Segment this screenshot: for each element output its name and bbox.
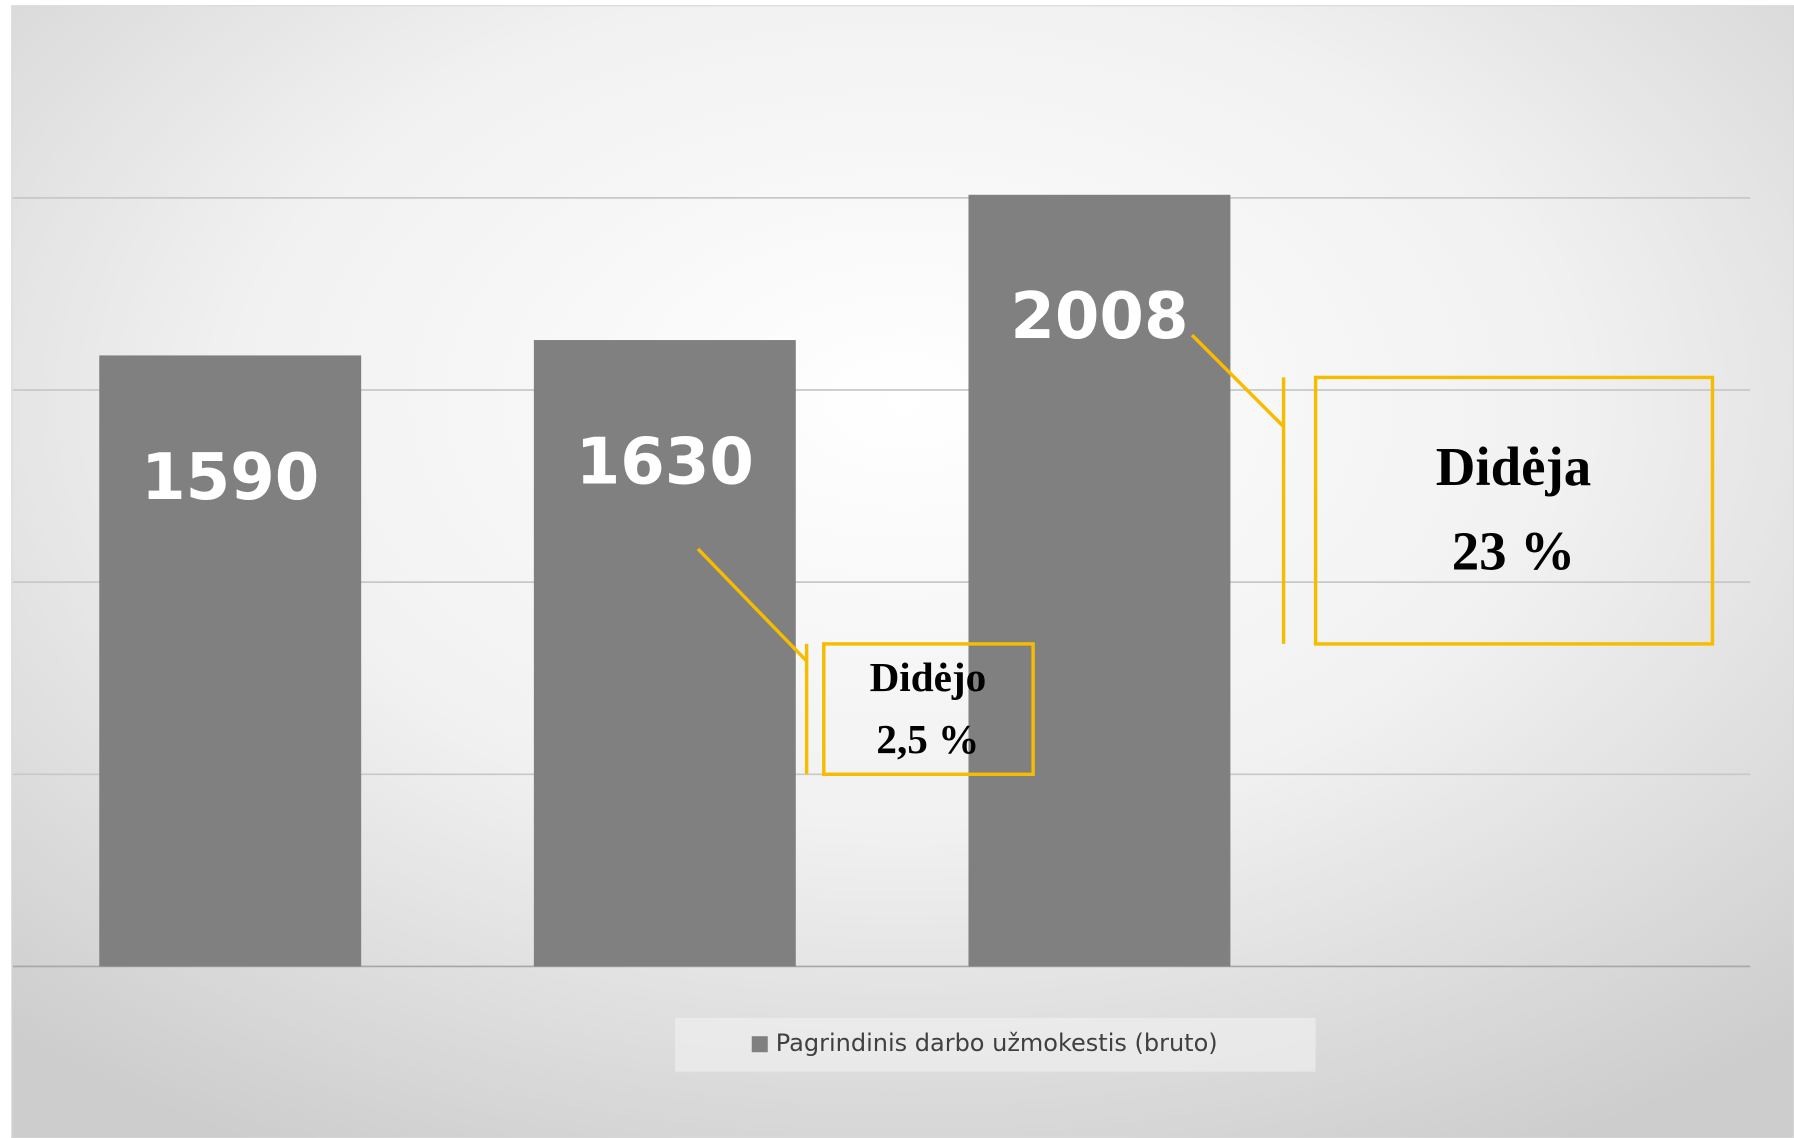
bar xyxy=(533,340,796,967)
annotation: 2,5 % xyxy=(876,716,979,762)
bar xyxy=(968,194,1231,967)
annotation: Didėja xyxy=(1436,436,1591,497)
data-label: 1630 xyxy=(576,425,754,499)
callout: Didėjo 2,5 % xyxy=(696,547,1035,777)
callout: Didėja 23 % xyxy=(1190,333,1715,646)
leader-line xyxy=(1190,333,1285,428)
legend-box xyxy=(675,1017,1316,1072)
data-label: 2008 xyxy=(1010,280,1188,354)
bars: 1590 1630 2008 xyxy=(99,194,1231,967)
annotation: Didėjo xyxy=(870,654,987,700)
data-label: 1590 xyxy=(141,441,319,515)
leader-line xyxy=(696,547,808,663)
legend-swatch xyxy=(751,1036,768,1053)
callout-box xyxy=(822,642,1035,777)
bar xyxy=(99,355,362,967)
legend-label: Pagrindinis darbo užmokestis (bruto) xyxy=(776,1029,1218,1057)
annotation: 23 % xyxy=(1452,521,1575,582)
callout-box xyxy=(1313,375,1715,646)
